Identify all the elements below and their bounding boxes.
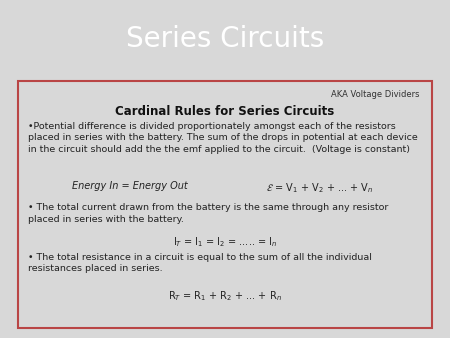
Text: Cardinal Rules for Series Circuits: Cardinal Rules for Series Circuits — [115, 104, 335, 118]
Text: R$_T$ = R$_1$ + R$_2$ + ... + R$_n$: R$_T$ = R$_1$ + R$_2$ + ... + R$_n$ — [168, 290, 282, 304]
Text: Series Circuits: Series Circuits — [126, 25, 324, 53]
Text: • The total resistance in a circuit is equal to the sum of all the individual
re: • The total resistance in a circuit is e… — [28, 252, 372, 273]
Text: •Potential difference is divided proportionately amongst each of the resistors
p: •Potential difference is divided proport… — [28, 122, 418, 154]
Text: I$_T$ = I$_1$ = I$_2$ = ..... = I$_n$: I$_T$ = I$_1$ = I$_2$ = ..... = I$_n$ — [173, 235, 277, 249]
Text: AKA Voltage Dividers: AKA Voltage Dividers — [331, 90, 419, 99]
Text: • The total current drawn from the battery is the same through any resistor
plac: • The total current drawn from the batte… — [28, 203, 389, 224]
Text: Energy In = Energy Out: Energy In = Energy Out — [72, 181, 188, 191]
Text: $\mathcal{E}$ = V$_1$ + V$_2$ + ... + V$_n$: $\mathcal{E}$ = V$_1$ + V$_2$ + ... + V$… — [266, 181, 374, 195]
